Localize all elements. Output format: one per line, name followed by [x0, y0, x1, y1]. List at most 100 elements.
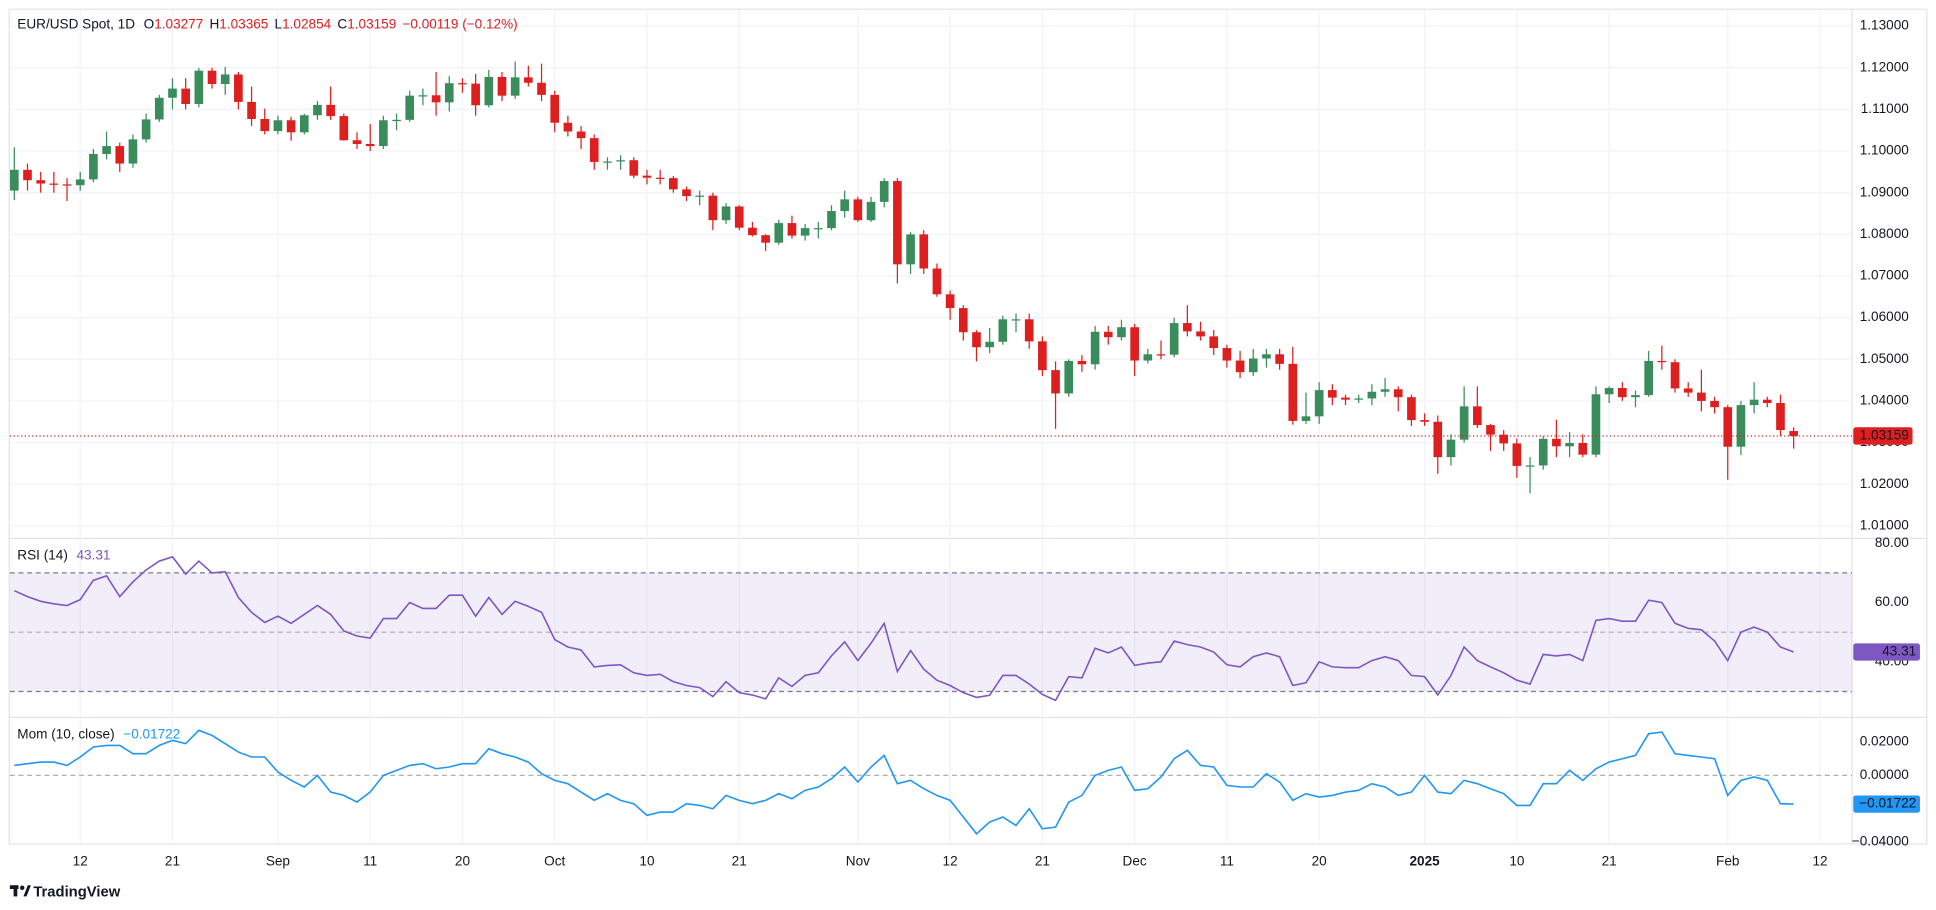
candle-body	[866, 201, 876, 221]
candle-body	[682, 189, 691, 197]
candle-body	[1617, 388, 1627, 398]
indicator-value: 43.31	[76, 547, 110, 562]
y-tick-label: 1.07000	[1860, 268, 1910, 283]
candle-body	[800, 228, 810, 236]
last-value-label: −0.01722	[1859, 796, 1916, 811]
change: −0.00119 (−0.12%)	[402, 16, 517, 31]
y-tick-label: 1.04000	[1860, 393, 1910, 408]
candle-body	[1710, 400, 1719, 408]
candle-body	[840, 199, 849, 212]
candle-body	[998, 319, 1008, 342]
indicator-name: Mom (10, close)	[17, 726, 114, 741]
candle-body	[418, 95, 428, 97]
candle-body	[431, 95, 441, 103]
candle-body	[405, 95, 415, 120]
candle-body	[1024, 319, 1034, 342]
candle-body	[853, 199, 863, 221]
candle-body	[932, 268, 942, 295]
candle-body	[1103, 331, 1113, 338]
y-tick-label: 1.11000	[1861, 101, 1910, 116]
candle-body	[603, 161, 612, 163]
candle-body	[906, 234, 915, 265]
candle-body	[1367, 391, 1377, 399]
candle-body	[1011, 319, 1021, 321]
candle-body	[313, 104, 322, 116]
symbol: EUR/USD Spot, 1D	[17, 16, 135, 31]
candle-body	[339, 116, 349, 141]
candle-body	[1328, 390, 1337, 398]
x-tick-label: 2025	[1409, 853, 1440, 868]
candle-body	[1248, 358, 1258, 373]
candle-body	[234, 74, 243, 102]
x-tick-label: 11	[363, 853, 377, 868]
candle-body	[1776, 403, 1785, 431]
x-tick-label: 20	[1312, 853, 1328, 868]
candle-body	[9, 169, 19, 191]
last-value-label: 43.31	[1882, 644, 1916, 659]
candle-body	[168, 88, 177, 98]
candle-body	[181, 88, 190, 105]
y-tick-label: 60.00	[1875, 594, 1909, 609]
candle-body	[1130, 327, 1139, 361]
logo-part	[20, 885, 25, 890]
candle-body	[1288, 363, 1298, 421]
candle-body	[458, 83, 467, 85]
candle-body	[1183, 323, 1192, 332]
last-value-tag	[1853, 795, 1920, 813]
candle-body	[1473, 406, 1482, 426]
candle-body	[273, 120, 283, 132]
candle-body	[1631, 395, 1640, 398]
chart-title: EUR/USD Spot, 1D O1.03277 H1.03365 L1.02854…	[17, 16, 517, 31]
candle-body	[510, 77, 520, 96]
y-tick-label: 1.05000	[1860, 351, 1910, 366]
candle-body	[194, 70, 204, 105]
candle-body	[1038, 341, 1047, 371]
candle-body	[128, 139, 138, 164]
candle-body	[1670, 362, 1680, 389]
y-tick-label: 1.06000	[1860, 309, 1910, 324]
candle-body	[787, 223, 797, 236]
y-tick-label: 1.13000	[1860, 18, 1910, 33]
y-tick-label: 80.00	[1875, 535, 1909, 550]
y-tick-label: 1.02000	[1860, 476, 1910, 491]
candle-body	[497, 76, 507, 96]
candle-body	[576, 131, 586, 139]
candle-body	[1657, 360, 1667, 363]
candle-body	[247, 101, 256, 120]
candle-body	[1314, 390, 1324, 417]
x-tick-label: Dec	[1123, 853, 1147, 868]
candle-body	[589, 138, 599, 162]
ohlc-key: C	[337, 16, 347, 31]
ohlc-value: 1.03277	[154, 16, 203, 31]
y-tick-label: 1.12000	[1860, 59, 1910, 74]
candle-body	[62, 184, 72, 186]
candle-body	[945, 294, 955, 309]
candle-body	[550, 94, 560, 123]
candle-body	[1433, 421, 1443, 458]
candle-body	[1262, 354, 1271, 359]
candle-body	[1420, 420, 1429, 422]
candle-body	[1789, 431, 1798, 436]
branding: TradingView	[33, 885, 120, 901]
candle-body	[1209, 336, 1219, 349]
candle-body	[484, 76, 494, 106]
indicator-name: RSI (14)	[17, 547, 68, 562]
candle-body	[1354, 398, 1364, 400]
candle-body	[1275, 354, 1284, 364]
candle-body	[616, 160, 625, 162]
candle-body	[1512, 443, 1522, 466]
candle-body	[655, 177, 665, 179]
candle-body	[1301, 416, 1311, 421]
candle-body	[1683, 388, 1693, 393]
candle-body	[958, 308, 968, 333]
candle-body	[1525, 465, 1535, 467]
candle-body	[537, 82, 546, 95]
candle-body	[1117, 327, 1126, 338]
candle-body	[1143, 354, 1153, 361]
candle-body	[1552, 438, 1561, 447]
candle-body	[1459, 406, 1469, 440]
candle-body	[379, 120, 388, 147]
x-tick-label: Feb	[1716, 853, 1739, 868]
